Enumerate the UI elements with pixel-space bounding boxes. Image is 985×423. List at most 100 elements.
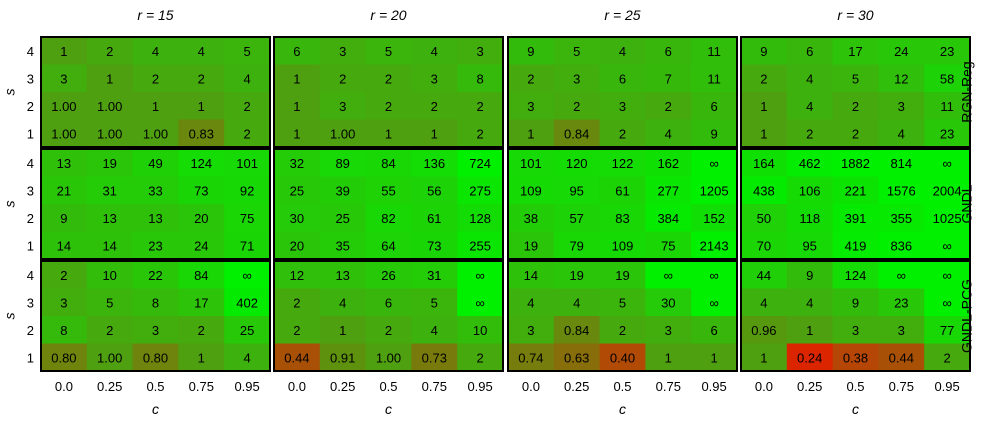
x-tick-label: 0.95: [234, 379, 259, 394]
cell-value-label: 3: [527, 99, 534, 114]
heatmap-cell: [599, 343, 646, 372]
heatmap-panel: 12 13 26 31 ∞2 4 6 5 ∞2 1 2 4 100.44 0.91 1.00 0.73 2: [273, 260, 504, 372]
cell-value-label: 1: [198, 99, 205, 114]
cell-value-label: 9: [852, 295, 859, 310]
heatmap-cell: [319, 343, 366, 372]
heatmap-cell: [274, 119, 321, 148]
cell-value-label: ∞: [897, 268, 906, 283]
heatmap-cell: [508, 343, 555, 372]
cell-value-label: 2: [293, 295, 300, 310]
cell-value-label: 70: [757, 238, 771, 253]
cell-value-label: 101: [236, 156, 258, 171]
cell-value-label: 3: [852, 323, 859, 338]
cell-value-label: 1.00: [376, 350, 401, 365]
heatmap-cell: [86, 288, 133, 317]
heatmap-cell: [411, 119, 458, 148]
cell-value-label: 2: [619, 126, 626, 141]
heatmap-cell: [786, 37, 833, 65]
cell-value-label: 10: [102, 268, 116, 283]
cell-value-label: 82: [381, 211, 395, 226]
cell-value-label: 33: [148, 183, 162, 198]
heatmap-panel: 44 9 124 ∞ ∞4 4 9 23 ∞0.96 1 3 3 771 0.24 0.38 0.44 2: [740, 260, 971, 372]
x-tick-label: 0.25: [564, 379, 589, 394]
x-tick-label: 0.0: [755, 379, 773, 394]
heatmap-cell: [599, 64, 646, 93]
heatmap-cell: [599, 176, 646, 205]
panel-border: [40, 36, 271, 148]
cell-value-label: 30: [661, 295, 675, 310]
heatmap-cell: [132, 204, 179, 232]
heatmap-cell: [274, 176, 321, 205]
heatmap-cell: [878, 119, 925, 148]
heatmap-cell: [457, 231, 504, 260]
heatmap-cell: [86, 261, 133, 289]
cell-value-label: 4: [760, 295, 767, 310]
cell-value-label: 23: [894, 295, 908, 310]
heatmap-cell: [832, 231, 879, 260]
heatmap-cell: [274, 343, 321, 372]
cell-value-label: 89: [335, 156, 349, 171]
cell-value-label: ∞: [942, 268, 951, 283]
cell-value-label: 4: [243, 71, 250, 86]
heatmap-cell: [224, 64, 271, 93]
cell-value-label: 11: [940, 99, 954, 114]
heatmap-cell: [786, 343, 833, 372]
heatmap-cell: [786, 231, 833, 260]
cell-value-label: 6: [665, 44, 672, 59]
heatmap-cell: [691, 316, 738, 344]
cell-value-label: 2: [198, 323, 205, 338]
cell-value-label: 836: [890, 238, 912, 253]
cell-value-label: 2: [293, 323, 300, 338]
heatmap-cell: [274, 92, 321, 120]
heatmap-cell: [832, 119, 879, 148]
cell-value-label: 77: [940, 323, 954, 338]
cell-value-label: 9: [710, 126, 717, 141]
cell-value-label: 1: [152, 99, 159, 114]
cell-value-label: 1: [293, 71, 300, 86]
cell-value-label: 4: [806, 295, 813, 310]
cell-value-label: 92: [240, 183, 254, 198]
heatmap-cell: [832, 343, 879, 372]
heatmap-cell: [645, 92, 692, 120]
heatmap-cell: [224, 37, 271, 65]
cell-value-label: 6: [385, 295, 392, 310]
heatmap-cell: [132, 261, 179, 289]
cell-value-label: 2: [385, 323, 392, 338]
heatmap-cell: [457, 261, 504, 289]
x-tick-label: 0.5: [146, 379, 164, 394]
cell-value-label: 95: [569, 183, 583, 198]
heatmap-cell: [274, 64, 321, 93]
heatmap-cell: [319, 288, 366, 317]
heatmap-cell: [553, 37, 600, 65]
cell-value-label: 3: [665, 323, 672, 338]
cell-value-label: 31: [102, 183, 116, 198]
cell-value-label: 8: [152, 295, 159, 310]
heatmap-cell: [741, 204, 788, 232]
cell-value-label: 30: [290, 211, 304, 226]
cell-value-label: 6: [710, 99, 717, 114]
heatmap-cell: [41, 288, 88, 317]
cell-value-label: 1: [198, 350, 205, 365]
heatmap-cell: [553, 176, 600, 205]
heatmap-cell: [599, 119, 646, 148]
cell-value-label: 0.63: [564, 350, 589, 365]
cell-value-label: 3: [898, 323, 905, 338]
heatmap-cell: [365, 343, 412, 372]
cell-value-label: 14: [57, 238, 71, 253]
cell-value-label: 2: [106, 44, 113, 59]
cell-value-label: 64: [381, 238, 395, 253]
heatmap-cell: [365, 231, 412, 260]
heatmap-cell: [832, 92, 879, 120]
cell-value-label: 814: [890, 156, 912, 171]
heatmap-cell: [553, 261, 600, 289]
panel-border: [273, 260, 504, 372]
cell-value-label: 2: [852, 126, 859, 141]
heatmap-cell: [457, 92, 504, 120]
heatmap-cell: [508, 231, 555, 260]
x-tick-label: 0.25: [797, 379, 822, 394]
cell-value-label: 75: [661, 238, 675, 253]
heatmap-cell: [553, 64, 600, 93]
cell-value-label: 0.40: [610, 350, 635, 365]
x-tick-label: 0.95: [934, 379, 959, 394]
heatmap-cell: [508, 119, 555, 148]
